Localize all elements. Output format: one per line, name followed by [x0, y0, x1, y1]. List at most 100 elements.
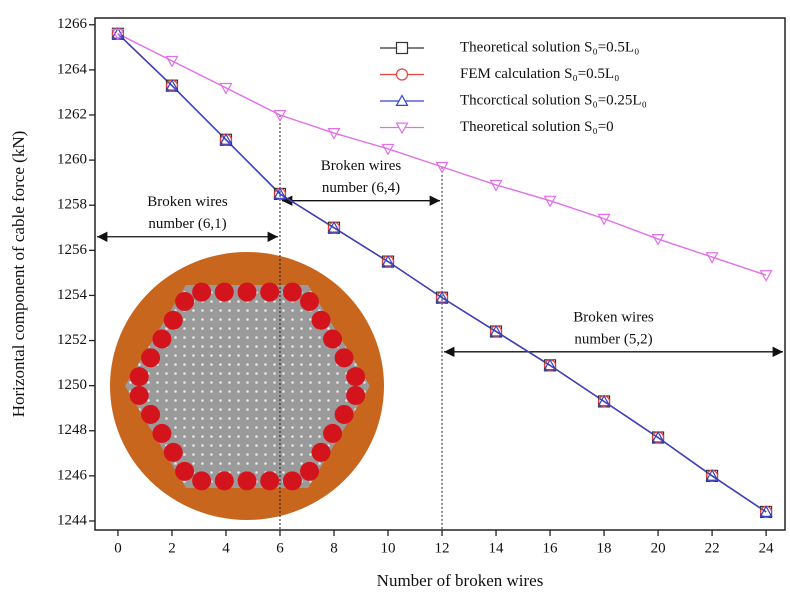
legend-marker [395, 94, 409, 107]
marker [435, 161, 449, 174]
broken-wire [175, 461, 195, 481]
cable-cross-section [110, 252, 384, 520]
broken-wire [152, 329, 172, 349]
x-tick-label: 16 [543, 540, 559, 556]
broken-wire [323, 329, 343, 349]
marker [759, 270, 773, 282]
annotation-text: number (6,4) [322, 180, 400, 196]
x-tick-label: 18 [597, 540, 612, 556]
broken-wire [129, 367, 149, 387]
y-tick-label: 1260 [57, 152, 87, 168]
y-tick-label: 1264 [57, 61, 88, 77]
annotation-text: number (6,1) [148, 216, 226, 232]
y-tick-label: 1258 [57, 197, 87, 213]
broken-wire [282, 471, 302, 491]
x-tick-label: 8 [330, 540, 338, 556]
series-line [117, 33, 767, 513]
x-axis-label: Number of broken wires [377, 571, 544, 590]
broken-wire [334, 348, 354, 368]
legend-marker [395, 68, 409, 81]
y-tick-label: 1266 [57, 16, 88, 32]
x-tick-label: 12 [435, 540, 450, 556]
x-tick-label: 6 [276, 540, 284, 556]
broken-wire [311, 442, 331, 462]
x-tick-label: 0 [114, 540, 122, 556]
marker [219, 133, 233, 145]
annotation-text: Broken wires [147, 194, 228, 210]
legend-label: Theoretical solution S₀=0.5L₀ [460, 39, 639, 55]
marker [651, 430, 665, 443]
y-tick-label: 1244 [57, 512, 88, 528]
marker [489, 179, 503, 192]
annotation-text: Broken wires [573, 309, 654, 325]
x-tick-label: 20 [651, 540, 666, 556]
y-tick-label: 1262 [57, 106, 87, 122]
broken-wire [346, 385, 366, 405]
broken-wire [192, 282, 212, 302]
legend-marker [395, 122, 409, 135]
y-tick-label: 1256 [57, 242, 88, 258]
marker [219, 82, 233, 95]
annotation-text: number (5,2) [574, 331, 652, 347]
broken-wire [299, 291, 319, 311]
x-tick-label: 4 [222, 540, 230, 556]
x-tick-label: 24 [759, 540, 775, 556]
marker [327, 128, 341, 140]
broken-wire [334, 404, 354, 424]
marker [381, 143, 395, 156]
broken-wire [260, 471, 280, 491]
broken-wire [192, 471, 212, 491]
broken-wire [141, 404, 161, 424]
broken-wire [152, 423, 172, 443]
broken-wire [299, 461, 319, 481]
plot-frame [94, 17, 786, 531]
broken-wire [214, 471, 234, 491]
broken-wire [260, 282, 280, 302]
marker [381, 254, 395, 267]
marker [705, 469, 719, 481]
marker [327, 221, 341, 233]
broken-wire [141, 348, 161, 368]
y-tick-label: 1254 [57, 287, 88, 303]
x-tick-label: 22 [705, 540, 720, 556]
broken-wire [163, 442, 183, 462]
broken-wire [282, 282, 302, 302]
broken-wire [323, 423, 343, 443]
y-tick-label: 1250 [57, 377, 87, 393]
marker [165, 78, 179, 91]
broken-wire [163, 310, 183, 330]
broken-wire [346, 367, 366, 387]
marker [705, 252, 719, 264]
marker [543, 195, 557, 208]
marker [273, 109, 287, 122]
marker [597, 213, 611, 226]
x-tick-label: 14 [489, 540, 505, 556]
marker [489, 324, 503, 337]
marker [111, 28, 125, 41]
broken-wire [311, 310, 331, 330]
marker [435, 290, 449, 303]
series-line [117, 33, 767, 276]
marker [543, 358, 557, 371]
marker [759, 505, 773, 517]
legend-label: Theoretical solution S₀=0 [460, 119, 614, 135]
y-tick-label: 1248 [57, 422, 87, 438]
wire-bundle [125, 285, 370, 488]
legend-label: FEM calculation S₀=0.5L₀ [460, 66, 619, 82]
y-tick-label: 1252 [57, 332, 87, 348]
y-tick-label: 1246 [57, 467, 88, 483]
x-tick-label: 10 [381, 540, 396, 556]
legend-marker [395, 41, 409, 55]
marker [273, 187, 287, 199]
x-tick-label: 2 [168, 540, 176, 556]
marker [165, 55, 179, 68]
broken-wire [175, 291, 195, 311]
broken-wire [214, 282, 234, 302]
marker [651, 234, 665, 246]
annotation-text: Broken wires [321, 158, 402, 174]
marker [597, 394, 611, 407]
broken-wire [237, 471, 257, 491]
broken-wire [237, 282, 257, 302]
legend-label: Thcorctical solution S₀=0.25L₀ [460, 92, 647, 108]
